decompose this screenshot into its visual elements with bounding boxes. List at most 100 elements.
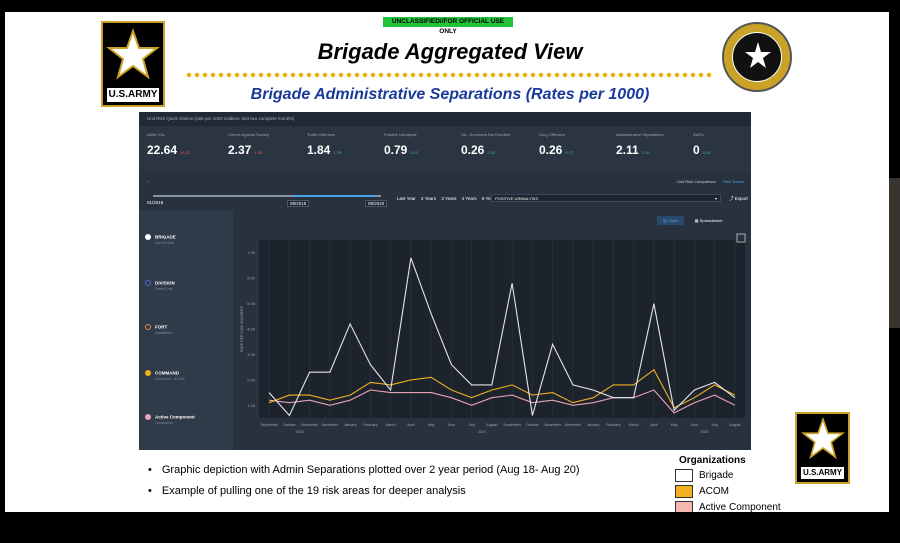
army-logo-text: U.S.ARMY xyxy=(107,88,159,102)
kpi-card[interactable]: Drug Offenses 0.26 0.27 xyxy=(539,132,617,157)
legend-label: Brigade xyxy=(699,470,734,482)
org-item-brigade[interactable]: BRIGADE Current Unit xyxy=(145,234,176,245)
kpi-card[interactable]: Positive Urinalysis 0.79 0.12 xyxy=(384,132,462,157)
kpi-card[interactable]: AWOL 0 0.26 xyxy=(693,132,748,157)
kpi-value: 1.84 xyxy=(307,143,331,157)
army-seal-icon xyxy=(722,22,792,92)
export-label: Export xyxy=(734,196,748,201)
series-line-brigade xyxy=(268,257,736,417)
legend-swatch xyxy=(675,485,693,498)
kpi-label: Crimes Against Society xyxy=(228,132,270,137)
division-color-dot xyxy=(145,280,151,286)
org-item-active-component[interactable]: Active Component Component xyxy=(145,414,195,425)
kpi-label: AWOL xyxy=(693,132,705,137)
legend-swatch xyxy=(675,469,693,482)
range-2-years[interactable]: 2 Years xyxy=(421,196,437,201)
org-name: COMMAND xyxy=(155,370,179,376)
org-item-command[interactable]: COMMAND Command - ACOM xyxy=(145,370,185,381)
kpi-delta: 2.03 xyxy=(487,150,496,155)
series-line-acom xyxy=(268,368,736,409)
tab-risk-trends[interactable]: Risk Trends xyxy=(723,179,745,184)
chart-view-button[interactable]: ▤ Chart xyxy=(657,216,684,225)
x-tick-label: August xyxy=(486,423,497,427)
spreadsheet-icon: ▦ xyxy=(694,218,700,223)
timeline-track[interactable] xyxy=(153,195,381,197)
kpi-card[interactable]: Traffic Offenses 1.84 1.79 xyxy=(307,132,385,157)
video-edge-strip xyxy=(889,178,900,328)
range-5-years[interactable]: 5 Years xyxy=(481,196,497,201)
kpi-card[interactable]: Crimes Against Society 2.37 1.85 xyxy=(228,132,306,157)
kpi-label: Drug Offenses xyxy=(539,132,565,137)
pulse-icon: ⌁ xyxy=(147,179,150,184)
x-tick-label: August xyxy=(729,423,740,427)
legend-item: ACOM xyxy=(675,485,795,501)
kpi-delta: 19.22 xyxy=(180,150,191,155)
x-tick-label: September xyxy=(503,423,521,427)
kpi-card[interactable]: Administrative Separations 2.11 1.26 xyxy=(616,132,694,157)
x-tick-label: October xyxy=(526,423,540,427)
x-tick-label: May xyxy=(671,423,678,427)
trend-chart: 1.00 2.00 3.00 4.00 5.00 6.00 7.00 RATE PER 100… xyxy=(240,233,746,434)
kpi-value: 0 xyxy=(693,143,700,157)
army-star-icon xyxy=(106,27,160,80)
kpi-label: Administrative Separations xyxy=(616,132,664,137)
org-name: DIVISION xyxy=(155,280,175,286)
range-last-year[interactable]: Last Year xyxy=(397,196,416,201)
risk-dashboard: Unit Risk Quick Glance (rate per 1000 so… xyxy=(139,112,751,450)
export-button[interactable]: ⤴ Export xyxy=(729,196,748,202)
kpi-label: SA - Screened Not Enrolled xyxy=(461,132,510,137)
x-tick-label: June xyxy=(447,423,455,427)
range-3-years[interactable]: 3 Years xyxy=(441,196,457,201)
year-label: 2018 xyxy=(296,430,304,434)
timeline-selection[interactable] xyxy=(293,195,375,197)
org-sub: Current Unit xyxy=(155,241,174,245)
slide-subtitle: Brigade Administrative Separations (Rate… xyxy=(250,86,650,103)
x-tick-label: December xyxy=(322,423,339,427)
timeline-start-date: 01/2018 xyxy=(147,200,164,205)
series-line-active-component xyxy=(269,389,736,414)
tab-unit-risk-comparison[interactable]: Unit Risk Comparison xyxy=(677,179,716,184)
bullet-item: Graphic depiction with Admin Separations… xyxy=(148,464,580,476)
x-tick-label: December xyxy=(565,423,582,427)
metric-select[interactable]: POSITIVE URINALYSIS ▾ xyxy=(491,194,721,202)
x-tick-label: July xyxy=(711,423,718,427)
kpi-delta: 1.85 xyxy=(254,150,263,155)
organization-list: BRIGADE Current Unit DIVISION Parent Uni… xyxy=(139,210,233,450)
classification-banner: UNCLASSIFIED//FOR OFFICIAL USE ONLY xyxy=(383,17,513,35)
kpi-delta: 1.79 xyxy=(333,150,342,155)
y-tick-label: 1.00 xyxy=(247,403,256,408)
kpi-label: Allele 13a xyxy=(147,132,165,137)
kpi-card[interactable]: SA - Screened Not Enrolled 0.26 2.03 xyxy=(461,132,539,157)
org-item-division[interactable]: DIVISION Parent Unit xyxy=(145,280,175,291)
video-bottom-bar xyxy=(0,512,900,543)
spreadsheet-view-button[interactable]: ▦ Spreadsheet xyxy=(689,216,729,225)
kpi-row: Allele 13a 22.64 19.22 Crimes Against Soc… xyxy=(139,126,751,172)
x-tick-label: July xyxy=(468,423,475,427)
expand-icon xyxy=(736,233,746,243)
kpi-label: Traffic Offenses xyxy=(307,132,335,137)
org-name: BRIGADE xyxy=(155,234,176,240)
kpi-delta: 1.26 xyxy=(641,150,650,155)
timeline-to-handle[interactable]: 08/2020 xyxy=(365,200,388,207)
range-buttons: Last Year 2 Years 3 Years 4 Years 5 Year… xyxy=(397,196,501,201)
organizations-legend: Organizations Brigade ACOM Active Compon… xyxy=(675,455,795,512)
x-tick-label: April xyxy=(407,423,414,427)
bullet-list: Graphic depiction with Admin Separations… xyxy=(148,464,580,506)
x-tick-label: January xyxy=(587,423,600,427)
dashboard-header: Unit Risk Quick Glance (rate per 1000 so… xyxy=(139,112,751,126)
x-tick-label: January xyxy=(344,423,357,427)
x-tick-label: February xyxy=(363,423,378,427)
metric-select-value: POSITIVE URINALYSIS xyxy=(495,196,539,201)
kpi-value: 2.37 xyxy=(228,143,252,157)
chart-icon: ▤ xyxy=(663,218,668,223)
timeline-from-handle[interactable]: 08/2018 xyxy=(287,200,310,207)
org-item-fort[interactable]: FORT Installation xyxy=(145,324,172,335)
kpi-card[interactable]: Allele 13a 22.64 19.22 xyxy=(147,132,225,157)
y-tick-label: 3.00 xyxy=(247,352,256,357)
chevron-down-icon: ▾ xyxy=(714,196,717,201)
x-tick-label: September xyxy=(260,423,278,427)
range-4-years[interactable]: 4 Years xyxy=(461,196,477,201)
army-logo-bottom: U.S.ARMY xyxy=(795,412,850,484)
export-icon: ⤴ xyxy=(729,196,734,201)
x-tick-label: November xyxy=(301,423,318,427)
